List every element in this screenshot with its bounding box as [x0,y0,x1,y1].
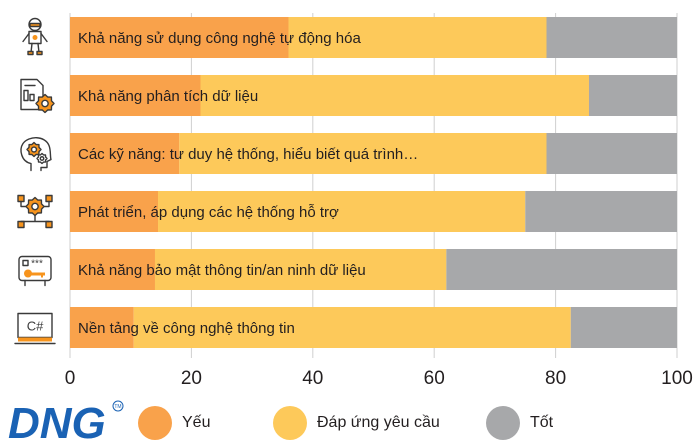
x-tick-label: 60 [424,368,445,389]
bar-segment [200,75,589,116]
bar-segment [70,307,134,348]
bar-segment [288,17,547,58]
gear-network-icon [17,194,53,229]
bar-segment [70,133,180,174]
legend-swatch [273,406,307,440]
legend: DNG TM Yếu Đáp ứng yêu cầu Tốt [0,398,700,447]
csharp-monitor-icon: C# [14,312,56,345]
robot-icon [22,17,48,56]
legend-label: Yếu [182,414,211,431]
bar-category-label: Phát triển, áp dụng các hệ thống hỗ trợ [78,204,339,221]
report-gear-icon [20,78,55,114]
bar-segment [588,75,677,116]
stacked-bar-chart: *** C# Khả năng sử dụng công nghệ tự động… [14,13,693,389]
bar-segment [446,249,677,290]
x-tick-label: 100 [661,368,693,389]
bar-segment [70,75,201,116]
x-tick-label: 80 [545,368,566,389]
bar-segment [546,133,677,174]
legend-swatch [486,406,520,440]
x-tick-label: 0 [65,368,76,389]
legend-swatch [138,406,172,440]
legend-label: Đáp ứng yêu cầu [317,414,440,431]
bar-category-label: Khả năng sử dụng công nghệ tự động hóa [78,30,361,47]
bar-category-label: Các kỹ năng: tư duy hệ thống, hiểu biết … [78,146,418,163]
password-key-icon: *** [18,255,52,287]
logo-text: DNG [8,399,106,444]
bar-segment [525,191,677,232]
bar-category-label: Nền tảng về công nghệ thông tin [78,320,295,337]
bar-segment [133,307,571,348]
bar-category-label: Khả năng bảo mật thông tin/an ninh dữ li… [78,262,366,279]
bars [70,17,677,348]
x-tick-label: 20 [181,368,202,389]
bar-segment [179,133,547,174]
legend-label: Tốt [530,414,554,431]
head-gears-icon [20,137,52,172]
x-axis-ticks: 0 20 40 60 80 100 [65,368,693,389]
gridlines [69,13,678,358]
bar-segment [570,307,677,348]
bar-segment [70,191,159,232]
bar-labels: Khả năng sử dụng công nghệ tự động hóa Kh… [78,30,418,337]
logo-tm: TM [114,404,121,410]
bar-segment [546,17,677,58]
dng-logo: DNG TM [8,399,124,444]
bar-segment [158,191,526,232]
x-tick-label: 40 [302,368,323,389]
bar-category-label: Khả năng phân tích dữ liệu [78,88,258,105]
category-icons: *** C# [14,17,56,345]
bar-segment [154,249,447,290]
bar-segment [70,17,289,58]
svg-text:C#: C# [27,319,44,334]
svg-text:***: *** [31,259,43,270]
bar-segment [70,249,155,290]
